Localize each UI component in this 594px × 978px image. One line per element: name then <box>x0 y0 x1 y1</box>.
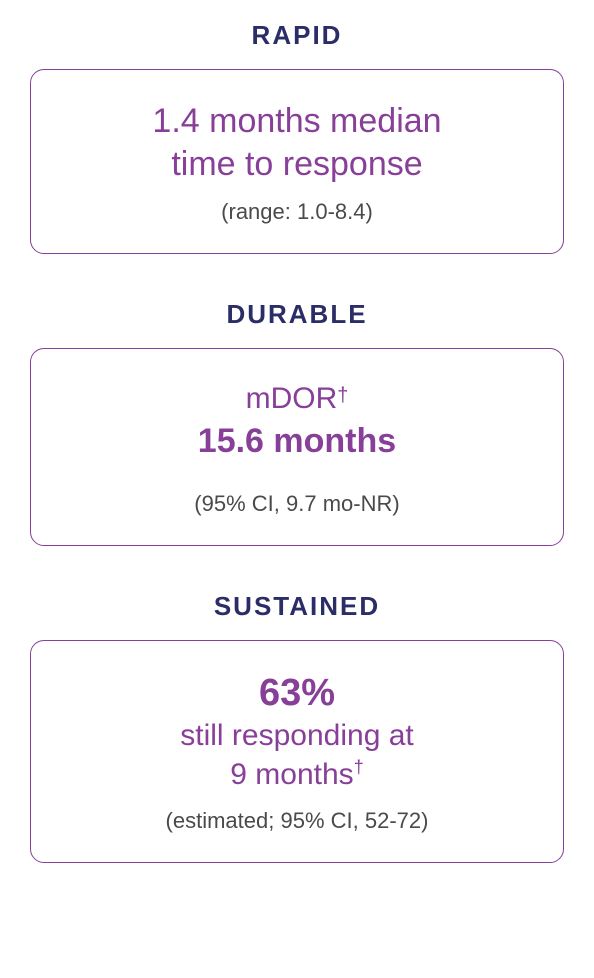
rapid-line1: 1.4 months median <box>152 102 441 140</box>
rapid-card: 1.4 months median time to response (rang… <box>30 69 564 254</box>
rapid-main-text: 1.4 months median time to response <box>55 100 539 185</box>
rapid-section: RAPID 1.4 months median time to response… <box>30 20 564 254</box>
rapid-title: RAPID <box>252 20 343 51</box>
sustained-title: SUSTAINED <box>214 591 380 622</box>
sustained-percent: 63% <box>55 671 539 717</box>
sustained-sub-text: (estimated; 95% CI, 52-72) <box>55 808 539 834</box>
durable-label: mDOR <box>246 382 338 415</box>
sustained-section: SUSTAINED 63% still responding at 9 mont… <box>30 591 564 864</box>
durable-value: 15.6 months <box>198 420 396 463</box>
durable-main-block: mDOR† 15.6 months <box>55 379 539 477</box>
sustained-card: 63% still responding at 9 months† (estim… <box>30 640 564 864</box>
durable-section: DURABLE mDOR† 15.6 months (95% CI, 9.7 m… <box>30 299 564 546</box>
rapid-line2: time to response <box>171 145 422 183</box>
durable-sub-text: (95% CI, 9.7 mo-NR) <box>55 491 539 517</box>
sustained-line2: 9 months <box>230 758 353 791</box>
durable-title: DURABLE <box>226 299 367 330</box>
rapid-sub-text: (range: 1.0-8.4) <box>55 199 539 225</box>
sustained-main-block: 63% still responding at 9 months† <box>55 671 539 795</box>
durable-dagger: † <box>337 385 348 407</box>
sustained-lines: still responding at 9 months† <box>55 716 539 794</box>
durable-card: mDOR† 15.6 months (95% CI, 9.7 mo-NR) <box>30 348 564 546</box>
sustained-dagger: † <box>354 757 364 777</box>
sustained-line1: still responding at <box>180 719 413 752</box>
